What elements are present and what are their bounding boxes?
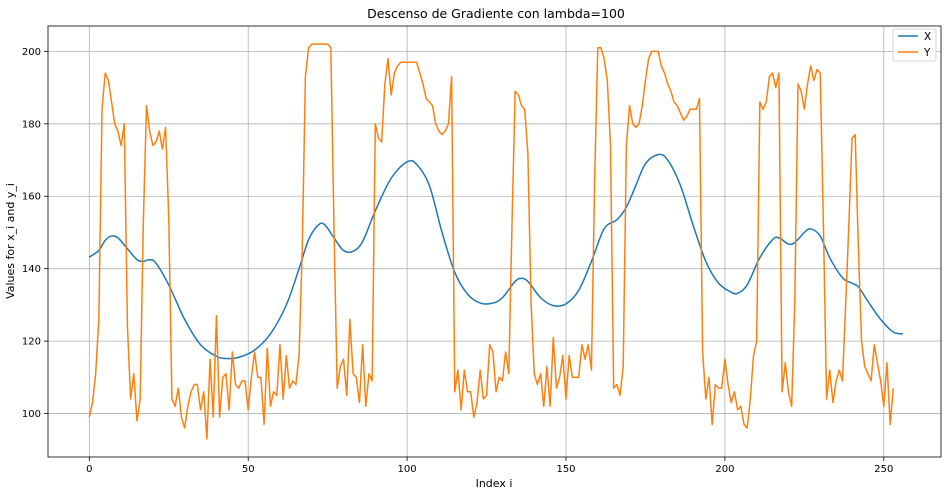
x-tick-label: 200 <box>715 464 734 475</box>
legend-x-label: X <box>924 31 931 43</box>
y-tick-label: 140 <box>22 264 41 275</box>
legend: X Y <box>892 28 937 62</box>
plot-area-frame <box>47 25 942 458</box>
x-tick-label: 50 <box>242 464 255 475</box>
x-axis-label: Index i <box>476 477 513 490</box>
y-axis-label: Values for x_i and y_i <box>4 183 17 299</box>
x-tick-label: 0 <box>86 464 92 475</box>
y-tick-label: 100 <box>22 409 41 420</box>
series-x-line <box>88 153 903 360</box>
ticks: 0 50 100 150 200 250 100 120 140 160 180 200 <box>22 47 893 475</box>
series-y-line <box>88 43 895 440</box>
y-tick-label: 200 <box>22 47 41 58</box>
y-tick-label: 120 <box>22 337 41 348</box>
y-tick-label: 180 <box>22 119 41 130</box>
x-tick-label: 100 <box>398 464 417 475</box>
series-layer <box>88 43 903 440</box>
legend-frame <box>892 28 937 62</box>
legend-y-label: Y <box>923 47 931 59</box>
chart-title: Descenso de Gradiente con lambda=100 <box>367 6 625 21</box>
y-tick-label: 160 <box>22 192 41 203</box>
x-tick-label: 250 <box>874 464 893 475</box>
x-tick-label: 150 <box>556 464 575 475</box>
